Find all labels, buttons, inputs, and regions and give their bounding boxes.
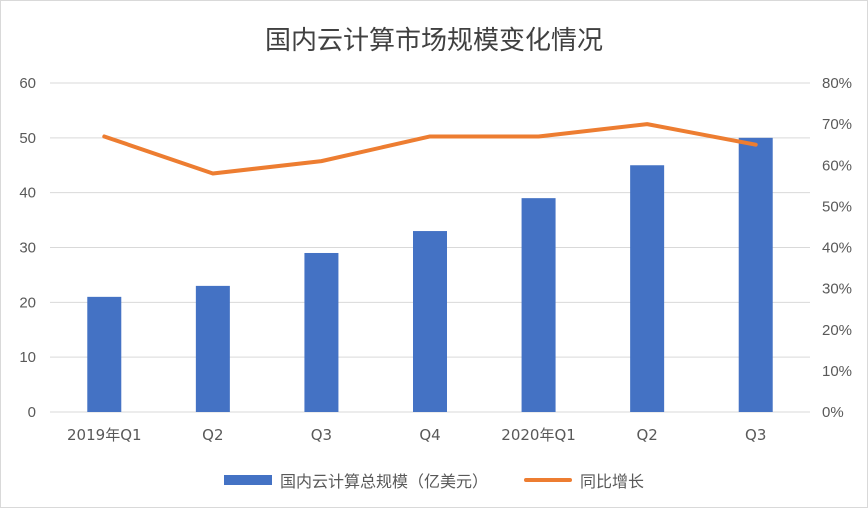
x-tick-label: 2020年Q1 bbox=[501, 426, 576, 444]
y-right-tick-label: 70% bbox=[822, 116, 852, 133]
x-tick-label: Q2 bbox=[636, 426, 657, 444]
legend-item-line: 同比增长 bbox=[524, 468, 644, 492]
bar bbox=[304, 252, 339, 412]
legend-swatch-line bbox=[524, 478, 572, 482]
y-left-tick-label: 0 bbox=[28, 404, 36, 421]
x-tick-label: Q4 bbox=[419, 426, 440, 444]
bar bbox=[521, 198, 556, 412]
bar bbox=[87, 296, 122, 412]
y-right-tick-label: 80% bbox=[822, 75, 852, 92]
y-right-tick-label: 40% bbox=[822, 240, 852, 257]
x-tick-label: Q3 bbox=[311, 426, 332, 444]
y-left-tick-label: 60 bbox=[19, 75, 36, 92]
y-left-tick-label: 50 bbox=[19, 130, 36, 147]
bar bbox=[738, 137, 773, 413]
legend: 国内云计算总规模（亿美元） 同比增长 bbox=[0, 468, 868, 492]
y-right-tick-label: 50% bbox=[822, 198, 852, 215]
y-left-tick-label: 10 bbox=[19, 349, 36, 366]
y-right-tick-label: 60% bbox=[822, 157, 852, 174]
bar bbox=[413, 231, 447, 412]
y-left-tick-label: 20 bbox=[19, 294, 36, 311]
x-tick-label: Q3 bbox=[745, 426, 766, 444]
x-tick-label: 2019年Q1 bbox=[67, 426, 142, 444]
y-right-tick-label: 10% bbox=[822, 363, 852, 380]
y-left-tick-label: 30 bbox=[19, 240, 36, 257]
y-right-tick-label: 0% bbox=[822, 404, 844, 421]
y-left-tick-label: 40 bbox=[19, 185, 36, 202]
y-right-tick-label: 30% bbox=[822, 281, 852, 298]
bar bbox=[195, 285, 230, 412]
legend-label-line: 同比增长 bbox=[580, 472, 645, 491]
legend-label-bars: 国内云计算总规模（亿美元） bbox=[279, 472, 488, 491]
legend-item-bars: 国内云计算总规模（亿美元） bbox=[223, 468, 488, 492]
x-tick-label: Q2 bbox=[202, 426, 223, 444]
legend-swatch-bars bbox=[223, 475, 272, 485]
y-right-tick-label: 20% bbox=[822, 322, 852, 339]
bar bbox=[630, 165, 665, 412]
chart-title: 国内云计算市场规模变化情况 bbox=[264, 26, 603, 56]
